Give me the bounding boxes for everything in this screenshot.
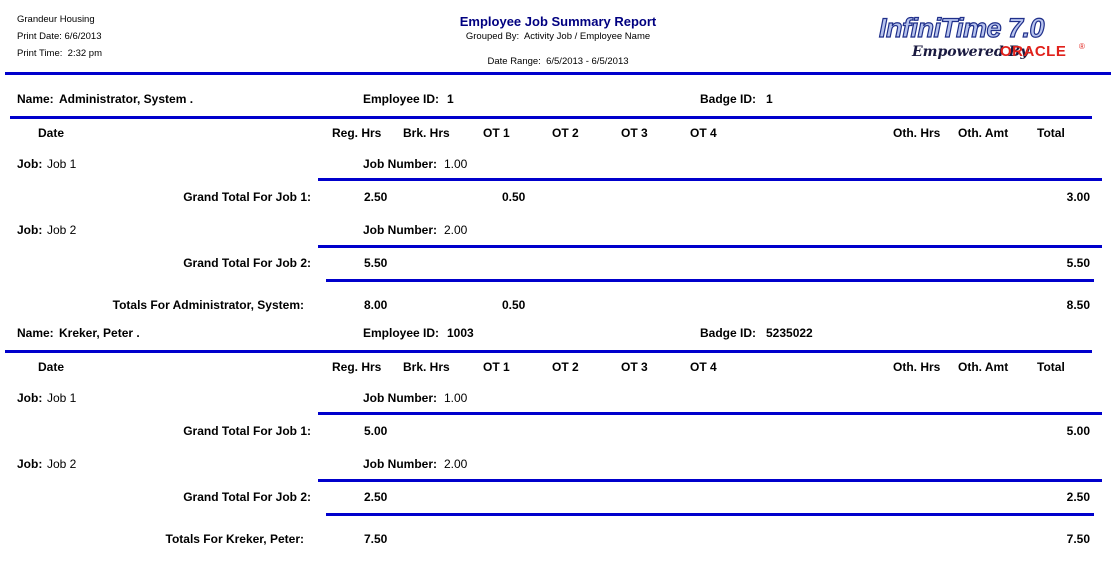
rule — [318, 244, 1102, 248]
badge-id-label: Badge ID: — [700, 326, 757, 340]
grouped-by: Grouped By: Activity Job / Employee Name — [465, 31, 651, 42]
rule — [318, 411, 1102, 415]
column-header: Oth. Hrs — [893, 360, 941, 374]
name-label: Name: — [17, 92, 54, 106]
job-label: Job: — [17, 457, 43, 471]
cell-value: 8.00 — [364, 298, 388, 312]
badge-id: 5235022 — [766, 326, 813, 340]
job-number-label: Job Number: — [363, 223, 438, 237]
grand-total-label: Grand Total For Job 2: — [183, 490, 311, 504]
cell-value: 2.50 — [364, 490, 388, 504]
badge-id-label: Badge ID: — [700, 92, 757, 106]
column-header: OT 2 — [552, 360, 579, 374]
job-name: Job 2 — [47, 223, 77, 237]
job-label: Job: — [17, 391, 43, 405]
job-label: Job: — [17, 157, 43, 171]
employee-name: Administrator, System . — [59, 92, 194, 106]
cell-value: 3.00 — [1066, 190, 1090, 204]
rule — [5, 71, 1111, 75]
rule — [10, 115, 1092, 119]
job-number: 2.00 — [444, 457, 468, 471]
cell-value: 2.50 — [364, 190, 388, 204]
column-header: Date — [38, 360, 65, 374]
logo-mark: ® — [1079, 42, 1085, 51]
grand-total-label: Grand Total For Job 1: — [183, 424, 311, 438]
cell-value: 0.50 — [502, 190, 526, 204]
job-number: 1.00 — [444, 391, 468, 405]
rule — [326, 278, 1094, 282]
badge-id: 1 — [766, 92, 773, 106]
column-header: Brk. Hrs — [403, 126, 450, 140]
employee-id-label: Employee ID: — [363, 326, 440, 340]
column-header: Date — [38, 126, 65, 140]
rule — [5, 349, 1092, 353]
cell-value: 5.50 — [1066, 256, 1090, 270]
column-header: OT 3 — [621, 126, 648, 140]
column-header: Total — [1037, 360, 1065, 374]
name-label: Name: — [17, 326, 54, 340]
column-header: OT 4 — [690, 360, 717, 374]
rule — [326, 512, 1094, 516]
column-header: Oth. Hrs — [893, 126, 941, 140]
job-number: 1.00 — [444, 157, 468, 171]
grand-total-label: Grand Total For Job 1: — [183, 190, 311, 204]
grand-total-label: Grand Total For Job 2: — [183, 256, 311, 270]
column-header: OT 1 — [483, 360, 510, 374]
cell-value: 5.00 — [1066, 424, 1090, 438]
logo-product: InfiniTime 7.0 — [878, 13, 1045, 43]
cell-value: 8.50 — [1066, 298, 1090, 312]
column-header: OT 3 — [621, 360, 648, 374]
company: Grandeur Housing — [17, 14, 95, 25]
column-header: Oth. Amt — [958, 126, 1009, 140]
column-header: Reg. Hrs — [332, 126, 382, 140]
logo: InfiniTime 7.0 Empowered By ORACLE ® — [876, 12, 1098, 64]
totals-label: Totals For Administrator, System: — [112, 298, 304, 312]
column-header: OT 2 — [552, 126, 579, 140]
column-header: OT 1 — [483, 126, 510, 140]
job-number: 2.00 — [444, 223, 468, 237]
logo-tagline: Empowered By — [912, 44, 1029, 60]
job-name: Job 1 — [47, 157, 77, 171]
employee-id: 1 — [447, 92, 454, 106]
column-header: Oth. Amt — [958, 360, 1009, 374]
date-range: Date Range: 6/5/2013 - 6/5/2013 — [487, 56, 629, 67]
print-date: Print Date: 6/6/2013 — [17, 31, 102, 42]
cell-value: 2.50 — [1066, 490, 1090, 504]
rule — [318, 177, 1102, 181]
employee-id-label: Employee ID: — [363, 92, 440, 106]
totals-label: Totals For Kreker, Peter: — [165, 532, 305, 546]
cell-value: 7.50 — [364, 532, 388, 546]
employee-name: Kreker, Peter . — [59, 326, 140, 340]
employee-id: 1003 — [447, 326, 474, 340]
logo-brand: ORACLE — [1000, 43, 1067, 60]
rule — [318, 478, 1102, 482]
cell-value: 5.50 — [364, 256, 388, 270]
job-label: Job: — [17, 223, 43, 237]
print-time: Print Time: 2:32 pm — [17, 48, 103, 59]
job-number-label: Job Number: — [363, 391, 438, 405]
cell-value: 5.00 — [364, 424, 388, 438]
job-number-label: Job Number: — [363, 157, 438, 171]
cell-value: 7.50 — [1066, 532, 1090, 546]
column-header: Reg. Hrs — [332, 360, 382, 374]
column-header: Brk. Hrs — [403, 360, 450, 374]
column-header: Total — [1037, 126, 1065, 140]
column-header: OT 4 — [690, 126, 717, 140]
job-number-label: Job Number: — [363, 457, 438, 471]
job-name: Job 1 — [47, 391, 77, 405]
job-name: Job 2 — [47, 457, 77, 471]
report-title: Employee Job Summary Report — [459, 14, 657, 29]
cell-value: 0.50 — [502, 298, 526, 312]
